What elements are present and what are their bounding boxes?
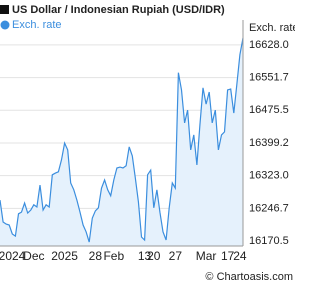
y-tick-label: 16323.0 [249, 170, 289, 182]
x-tick-label: 17 [221, 249, 235, 263]
y-tick-label: 16246.7 [249, 202, 289, 214]
x-tick-label: 2024 [0, 249, 26, 263]
x-tick-label: 20 [147, 249, 161, 263]
area [0, 38, 243, 246]
title-bullet [0, 5, 9, 14]
legend-dot [0, 20, 10, 30]
x-tick-label: 24 [233, 249, 247, 263]
y-tick-label: 16551.7 [249, 71, 289, 83]
chart: US Dollar / Indonesian Rupiah (USD/IDR) … [0, 4, 295, 283]
x-tick-label: Dec [23, 249, 44, 263]
y-tick-label: 16399.2 [249, 137, 289, 149]
x-tick-label: Mar [196, 249, 217, 263]
y-axis-label: Exch. rate [249, 22, 295, 34]
y-tick-label: 16475.5 [249, 104, 289, 116]
x-tick-label: 13 [138, 249, 152, 263]
x-tick-label: 2025 [51, 249, 78, 263]
legend-label: Exch. rate [12, 19, 62, 31]
chart-title: US Dollar / Indonesian Rupiah (USD/IDR) [12, 4, 225, 16]
y-tick-label: 16170.5 [249, 235, 289, 247]
y-tick-label: 16628.0 [249, 39, 289, 51]
x-tick-label: Feb [103, 249, 124, 263]
line [0, 37, 244, 243]
footer: © Chartoasis.com [205, 271, 293, 283]
x-tick-label: 27 [169, 249, 183, 263]
x-tick-label: 28 [89, 249, 103, 263]
